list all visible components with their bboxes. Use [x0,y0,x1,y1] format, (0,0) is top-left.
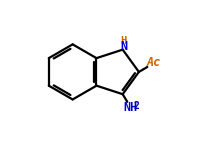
Text: H: H [120,36,127,46]
Text: 2: 2 [134,101,140,111]
Text: Ac: Ac [146,56,161,69]
Text: NH: NH [123,101,138,114]
Text: N: N [120,40,127,53]
